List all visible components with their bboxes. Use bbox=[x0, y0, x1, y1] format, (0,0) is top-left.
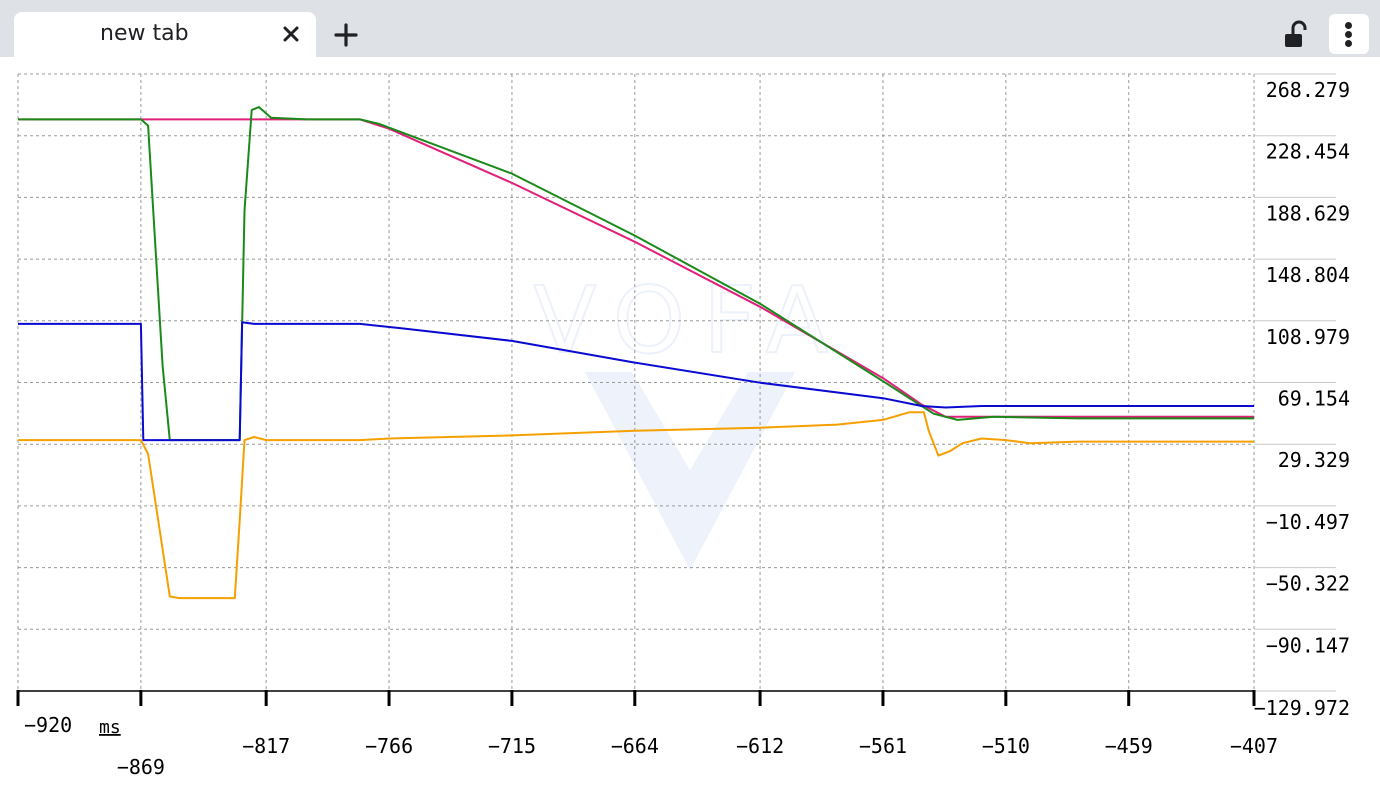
y-tick-label: 228.454 bbox=[1266, 140, 1350, 164]
series-layer bbox=[18, 106, 1254, 600]
watermark-logo: VOFA bbox=[532, 266, 830, 570]
y-tick-label: −129.972 bbox=[1254, 696, 1350, 720]
y-tick-label: 108.979 bbox=[1266, 325, 1350, 349]
y-tick-label: 148.804 bbox=[1266, 263, 1350, 287]
x-tick-label: −561 bbox=[859, 734, 907, 758]
plus-icon[interactable] bbox=[332, 21, 360, 49]
y-tick-label: −90.147 bbox=[1266, 633, 1350, 657]
x-tick-label: −817 bbox=[242, 734, 290, 758]
y-tick-label: 268.279 bbox=[1266, 78, 1350, 102]
line-chart: VOFA −920 −869 −817 −766 −715 −664 −612 −561 −51… bbox=[16, 73, 1350, 779]
y-tick-label: −50.322 bbox=[1266, 572, 1350, 596]
series-line-4 bbox=[18, 411, 1254, 600]
x-tick-label: −664 bbox=[611, 734, 659, 758]
series-line-3 bbox=[18, 321, 1254, 442]
y-tick-label: −10.497 bbox=[1266, 510, 1350, 534]
close-icon[interactable] bbox=[280, 23, 302, 45]
x-tick-label: −407 bbox=[1230, 734, 1278, 758]
tab-bar: new tab bbox=[0, 0, 1380, 57]
x-tick-labels: −920 −869 −817 −766 −715 −664 −612 −561 −510 −459… bbox=[24, 713, 1278, 779]
x-tick-label: −510 bbox=[982, 734, 1030, 758]
series-line-2 bbox=[18, 106, 1254, 442]
axes bbox=[16, 690, 1256, 706]
tab-title: new tab bbox=[100, 21, 189, 46]
y-tick-label: 188.629 bbox=[1266, 201, 1350, 225]
x-tick-label: −920 bbox=[24, 713, 72, 737]
browser-tab[interactable]: new tab bbox=[14, 12, 316, 57]
x-tick-label: −459 bbox=[1105, 734, 1153, 758]
grid bbox=[17, 73, 1336, 692]
y-tick-labels: 268.279 228.454 188.629 148.804 108.979 69.15… bbox=[1254, 78, 1350, 720]
x-tick-label: −715 bbox=[488, 734, 536, 758]
more-vert-icon[interactable] bbox=[1329, 14, 1369, 54]
x-tick-label: −766 bbox=[365, 734, 413, 758]
unlock-icon[interactable] bbox=[1282, 20, 1310, 50]
x-axis-unit-label: ms bbox=[99, 717, 121, 738]
y-tick-label: 69.154 bbox=[1278, 386, 1350, 410]
y-tick-label: 29.329 bbox=[1278, 448, 1350, 472]
series-line-1 bbox=[18, 118, 1254, 418]
x-tick-label: −869 bbox=[117, 755, 165, 779]
x-tick-label: −612 bbox=[736, 734, 784, 758]
